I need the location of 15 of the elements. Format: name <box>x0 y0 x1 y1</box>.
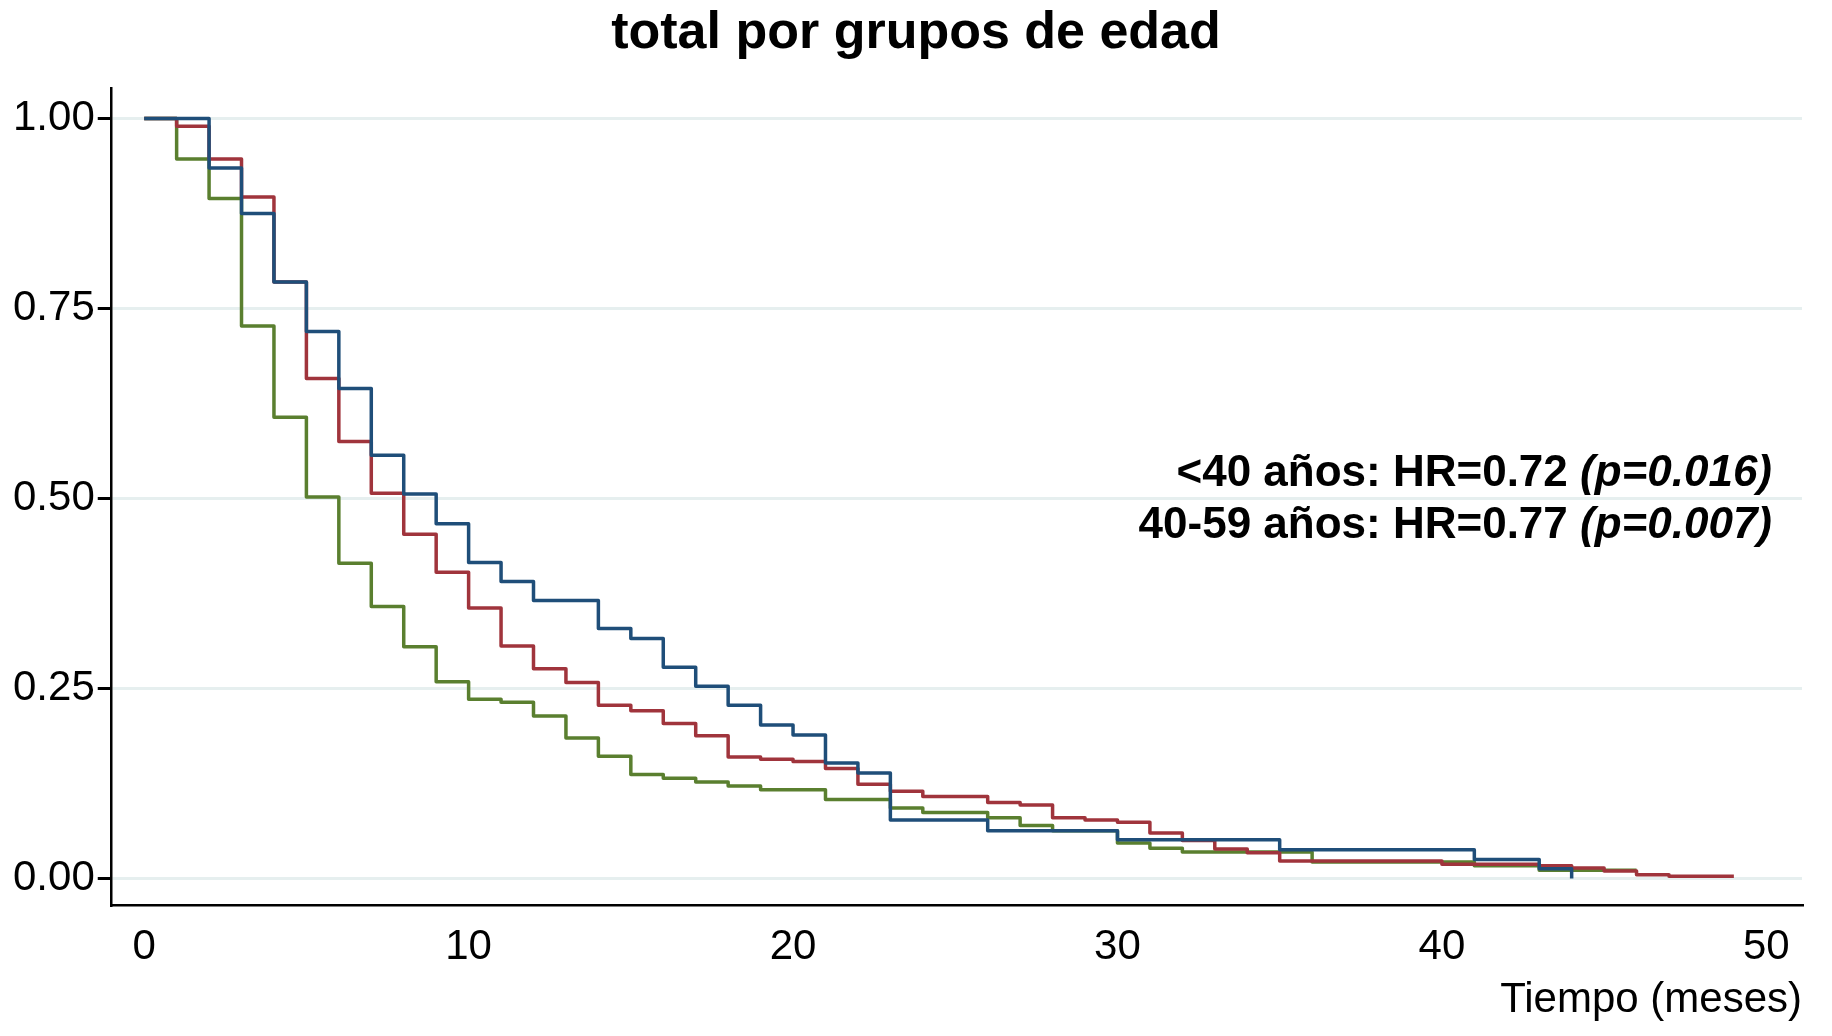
x-axis-title: Tiempo (meses) <box>1500 974 1802 1022</box>
x-tick-label: 0 <box>132 920 156 968</box>
x-tick-label: 10 <box>445 920 492 968</box>
y-tick-label: 0.00 <box>12 852 95 900</box>
x-tick-label: 20 <box>769 920 817 968</box>
y-tick-label: 0.25 <box>12 662 95 710</box>
y-tick-label: 0.50 <box>12 472 95 520</box>
annotation: 40-59 años: HR=0.77 (p=0.007) <box>1138 497 1773 547</box>
y-tick-label: 0.75 <box>12 282 95 330</box>
chart-title: total por grupos de edad <box>610 0 1222 60</box>
x-tick-label: 40 <box>1418 920 1466 968</box>
x-tick-label: 30 <box>1094 920 1141 968</box>
annotation: <40 años: HR=0.72 (p=0.016) <box>1176 445 1773 495</box>
x-tick-label: 50 <box>1742 920 1790 968</box>
y-tick-label: 1.00 <box>12 92 95 140</box>
